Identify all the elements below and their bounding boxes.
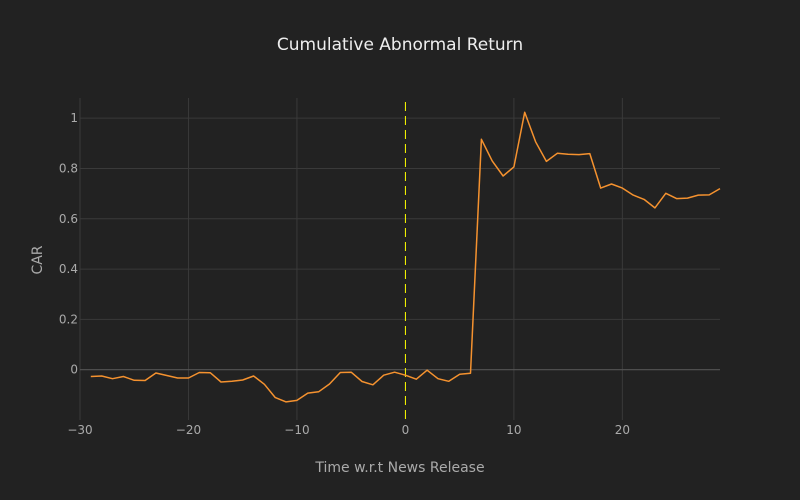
y-tick-labels: 0 0.2 0.4 0.6 0.8 1 xyxy=(59,111,78,377)
x-axis-title: Time w.r.t News Release xyxy=(314,460,484,476)
chart-title: Cumulative Abnormal Return xyxy=(277,35,523,55)
y-tick-label: 0 xyxy=(70,363,78,377)
y-tick-label: 0.6 xyxy=(59,212,78,226)
y-tick-label: 1 xyxy=(70,111,78,125)
y-tick-label: 0.8 xyxy=(59,161,78,175)
x-tick-label: −10 xyxy=(284,423,309,437)
y-axis-title: CAR xyxy=(30,245,46,274)
x-tick-label: −20 xyxy=(176,423,201,437)
y-tick-label: 0.2 xyxy=(59,312,78,326)
x-tick-labels: −30 −20 −10 0 10 20 xyxy=(67,423,630,437)
x-tick-label: −30 xyxy=(67,423,92,437)
car-series-line xyxy=(90,111,721,403)
x-tick-label: 10 xyxy=(506,423,521,437)
grid xyxy=(79,98,720,420)
series-layer xyxy=(90,111,721,403)
y-tick-label: 0.4 xyxy=(59,262,78,276)
x-tick-label: 0 xyxy=(402,423,410,437)
x-tick-label: 20 xyxy=(615,423,630,437)
